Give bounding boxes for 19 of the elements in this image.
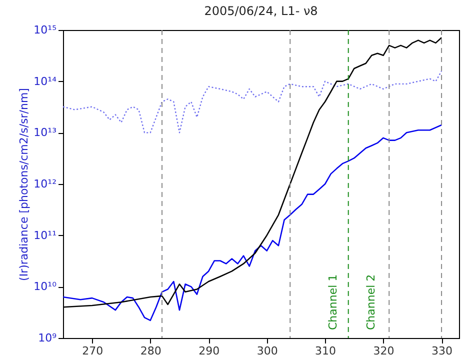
x-tick-label: 270 [82, 344, 104, 356]
annotation: Channel 1 [326, 274, 340, 330]
y-tick-label: 10¹³ [34, 126, 56, 140]
x-tick-label: 300 [256, 344, 278, 356]
y-tick-label: 10¹¹ [34, 228, 56, 242]
x-tick-label: 290 [198, 344, 220, 356]
chart-title: 2005/06/24, L1- ν8 [204, 4, 318, 18]
y-tick-label: 10¹² [34, 178, 56, 190]
x-tick-label: 280 [140, 344, 162, 356]
x-tick-label: 330 [432, 344, 453, 356]
y-tick-label: 10¹⁰ [34, 280, 58, 294]
line-series [63, 70, 442, 134]
annotation: Channel 2 [364, 274, 378, 330]
y-tick-label: 10¹⁴ [34, 74, 58, 88]
y-tick-label: 10¹⁵ [34, 24, 56, 36]
y-axis-title: (Ir)radiance [photons/cm2/s/sr/nm] [18, 88, 31, 281]
y-tick-label: 10⁹ [38, 332, 56, 344]
x-tick-label: 310 [315, 344, 336, 356]
x-tick-label: 320 [373, 344, 394, 356]
